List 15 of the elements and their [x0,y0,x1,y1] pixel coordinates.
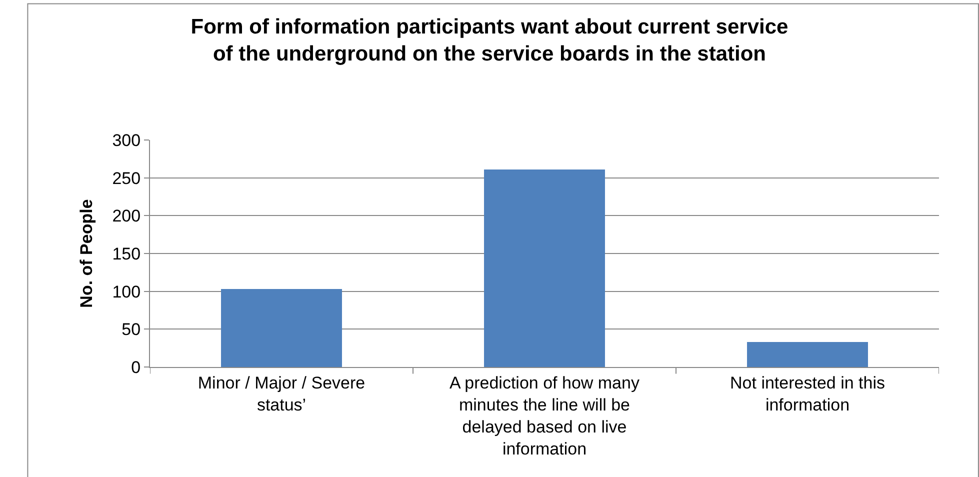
y-tick-label: 0 [131,358,141,377]
chart-title: Form of information participants want about current service of the underground on the service boards in the station [190,15,788,66]
y-tick-label: 300 [112,130,141,150]
x-tick-label: Minor / Major / Severe status’ [198,373,366,414]
y-tick-label: 100 [112,282,141,302]
y-axis-title: No. of People [76,199,96,308]
y-tick-label: 250 [112,168,141,188]
bar [747,342,868,367]
y-tick-label: 50 [122,320,141,340]
x-tick-label: A prediction of how many minutes the line will be delayed based on live information [450,373,640,459]
y-tick-label: 150 [112,244,141,264]
y-tick-label: 200 [112,206,141,226]
bar [221,289,342,367]
x-tick-label: Not interested in this information [730,373,885,414]
bar [484,170,605,367]
